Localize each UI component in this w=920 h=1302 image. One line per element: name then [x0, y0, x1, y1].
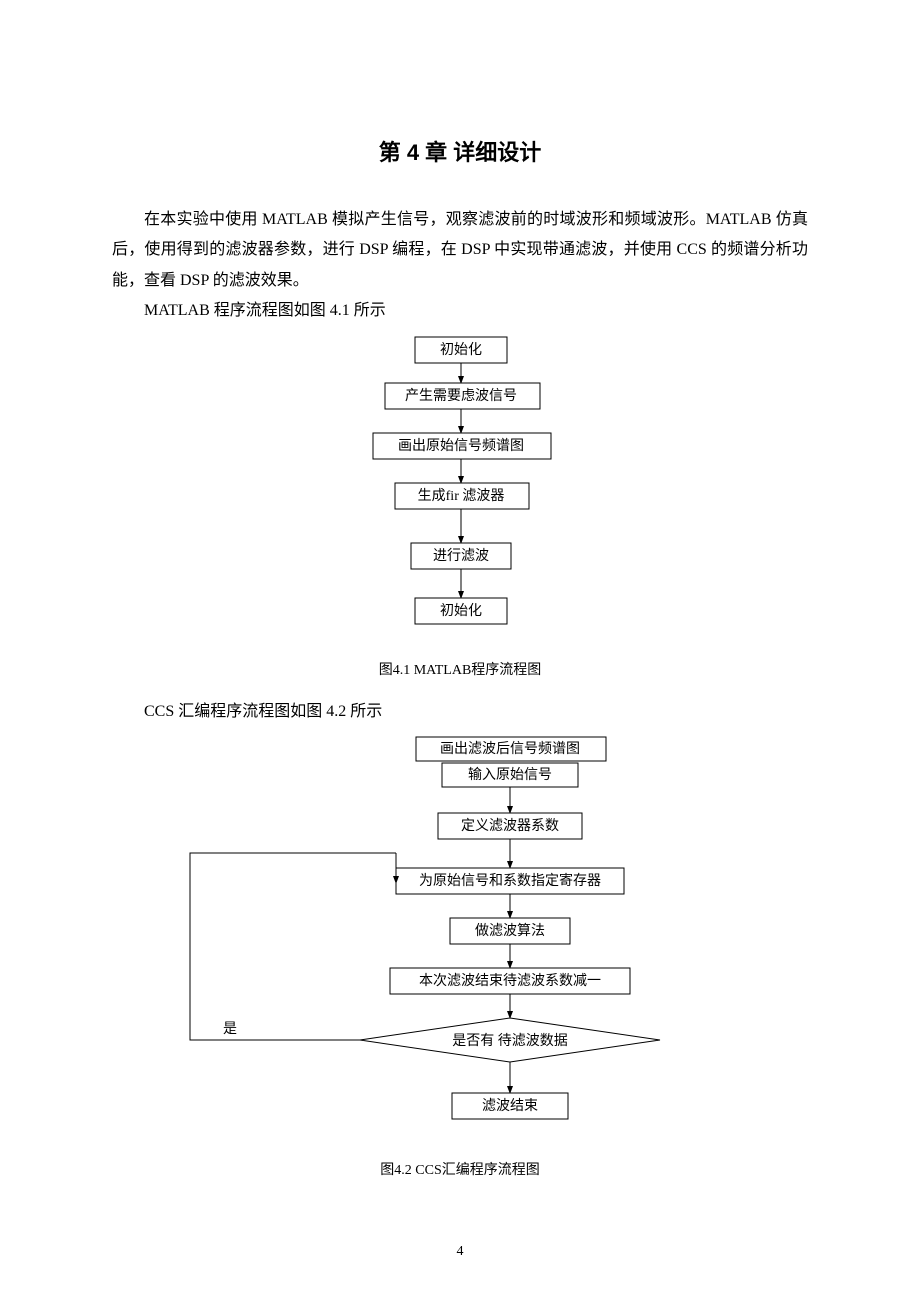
flow2-node-5: 本次滤波结束待滤波系数减一 [419, 973, 601, 989]
flow1-caption: 图4.1 MATLAB程序流程图 [112, 659, 808, 679]
flow2-node-2: 定义滤波器系数 [461, 818, 559, 834]
flow1-node-4: 进行滤波 [433, 548, 489, 564]
body-text: 在本实验中使用 MATLAB 模拟产生信号，观察滤波前的时域波形和频域波形。MA… [112, 205, 808, 327]
flowchart-2: 画出滤波后信号频谱图 输入原始信号 定义滤波器系数 为原始信号和系数指定寄存器 [112, 733, 808, 1179]
flow2-node-3: 为原始信号和系数指定寄存器 [419, 872, 601, 889]
flow2-node-6: 是否有 待滤波数据 [452, 1033, 568, 1049]
body-text-2: CCS 汇编程序流程图如图 4.2 所示 [112, 697, 808, 727]
flow2-node-0: 画出滤波后信号频谱图 [440, 741, 580, 757]
flow1-node-3: 生成fir 滤波器 [418, 488, 505, 504]
page-number: 4 [0, 1244, 920, 1260]
document-page: 第 4 章 详细设计 在本实验中使用 MATLAB 模拟产生信号，观察滤波前的时… [0, 0, 920, 1302]
flow2-node-7: 滤波结束 [482, 1098, 538, 1114]
flow1-node-1: 产生需要虑波信号 [405, 388, 517, 404]
chapter-title: 第 4 章 详细设计 [112, 135, 808, 167]
paragraph-1: 在本实验中使用 MATLAB 模拟产生信号，观察滤波前的时域波形和频域波形。MA… [112, 205, 808, 296]
paragraph-3: CCS 汇编程序流程图如图 4.2 所示 [112, 697, 808, 727]
flowchart-1: 初始化 产生需要虑波信号 画出原始信号频谱图 生成fir 滤波器 [112, 333, 808, 679]
flow2-node-4: 做滤波算法 [475, 923, 545, 939]
flow2-caption: 图4.2 CCS汇编程序流程图 [112, 1159, 808, 1179]
flow1-node-2: 画出原始信号频谱图 [398, 438, 524, 454]
flow2-node-1: 输入原始信号 [468, 767, 552, 783]
flow2-yes-label: 是 [223, 1022, 237, 1037]
paragraph-2: MATLAB 程序流程图如图 4.1 所示 [112, 296, 808, 326]
flow1-node-0: 初始化 [440, 341, 482, 358]
flow1-node-5: 初始化 [440, 602, 482, 619]
